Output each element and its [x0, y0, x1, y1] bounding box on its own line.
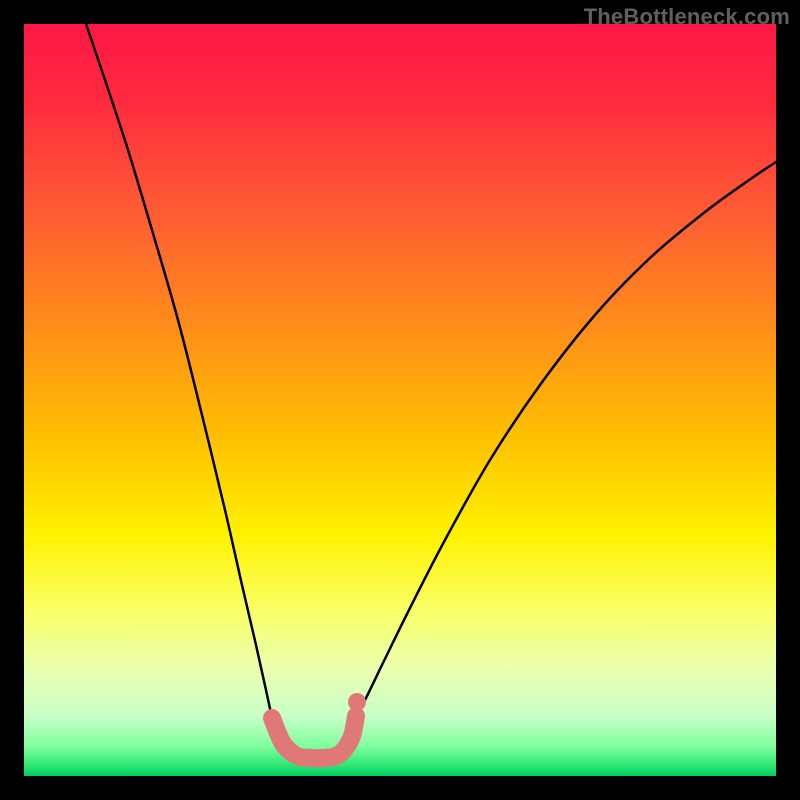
chart-container: TheBottleneck.com — [0, 0, 800, 800]
optimal-end-dot — [348, 693, 366, 711]
chart-background — [24, 24, 776, 776]
bottleneck-chart — [0, 0, 800, 800]
watermark-text: TheBottleneck.com — [584, 4, 790, 30]
